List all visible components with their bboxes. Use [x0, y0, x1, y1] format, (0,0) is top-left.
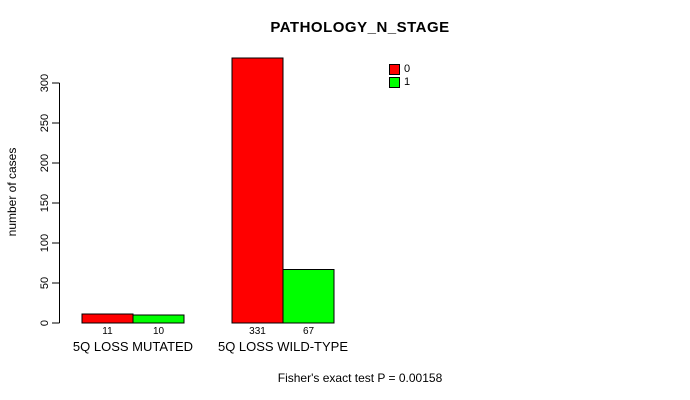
legend-label-1: 1	[404, 76, 411, 88]
y-tick-label: 150	[39, 194, 51, 212]
bar-group1-series1	[282, 268, 335, 324]
bar-value-label: 10	[153, 326, 165, 337]
y-tick-label: 0	[39, 320, 51, 326]
footnote-fisher-test: Fisher's exact test P = 0.00158	[277, 371, 443, 385]
bar-group1-series0	[231, 57, 284, 324]
bar-group0-series0	[81, 313, 134, 324]
y-tick-label: 100	[39, 234, 51, 252]
legend: 0 1	[389, 64, 410, 90]
y-tick-label: 300	[39, 74, 51, 92]
legend-swatch-red	[389, 64, 400, 75]
x-category-label: 5Q LOSS WILD-TYPE	[218, 339, 348, 354]
chart-title: PATHOLOGY_N_STAGE	[270, 19, 450, 36]
legend-item-1: 1	[389, 77, 410, 88]
legend-item-0: 0	[389, 64, 410, 75]
legend-label-0: 0	[404, 63, 411, 75]
bar-value-label: 67	[303, 326, 315, 337]
legend-swatch-green	[389, 77, 400, 88]
y-tick-label: 200	[39, 154, 51, 172]
bar-value-label: 331	[249, 326, 266, 337]
x-category-label: 5Q LOSS MUTATED	[73, 339, 193, 354]
y-tick-label: 50	[39, 277, 51, 289]
y-tick-label: 250	[39, 114, 51, 132]
bar-value-label: 11	[102, 326, 113, 337]
bar-group0-series1	[132, 314, 185, 324]
